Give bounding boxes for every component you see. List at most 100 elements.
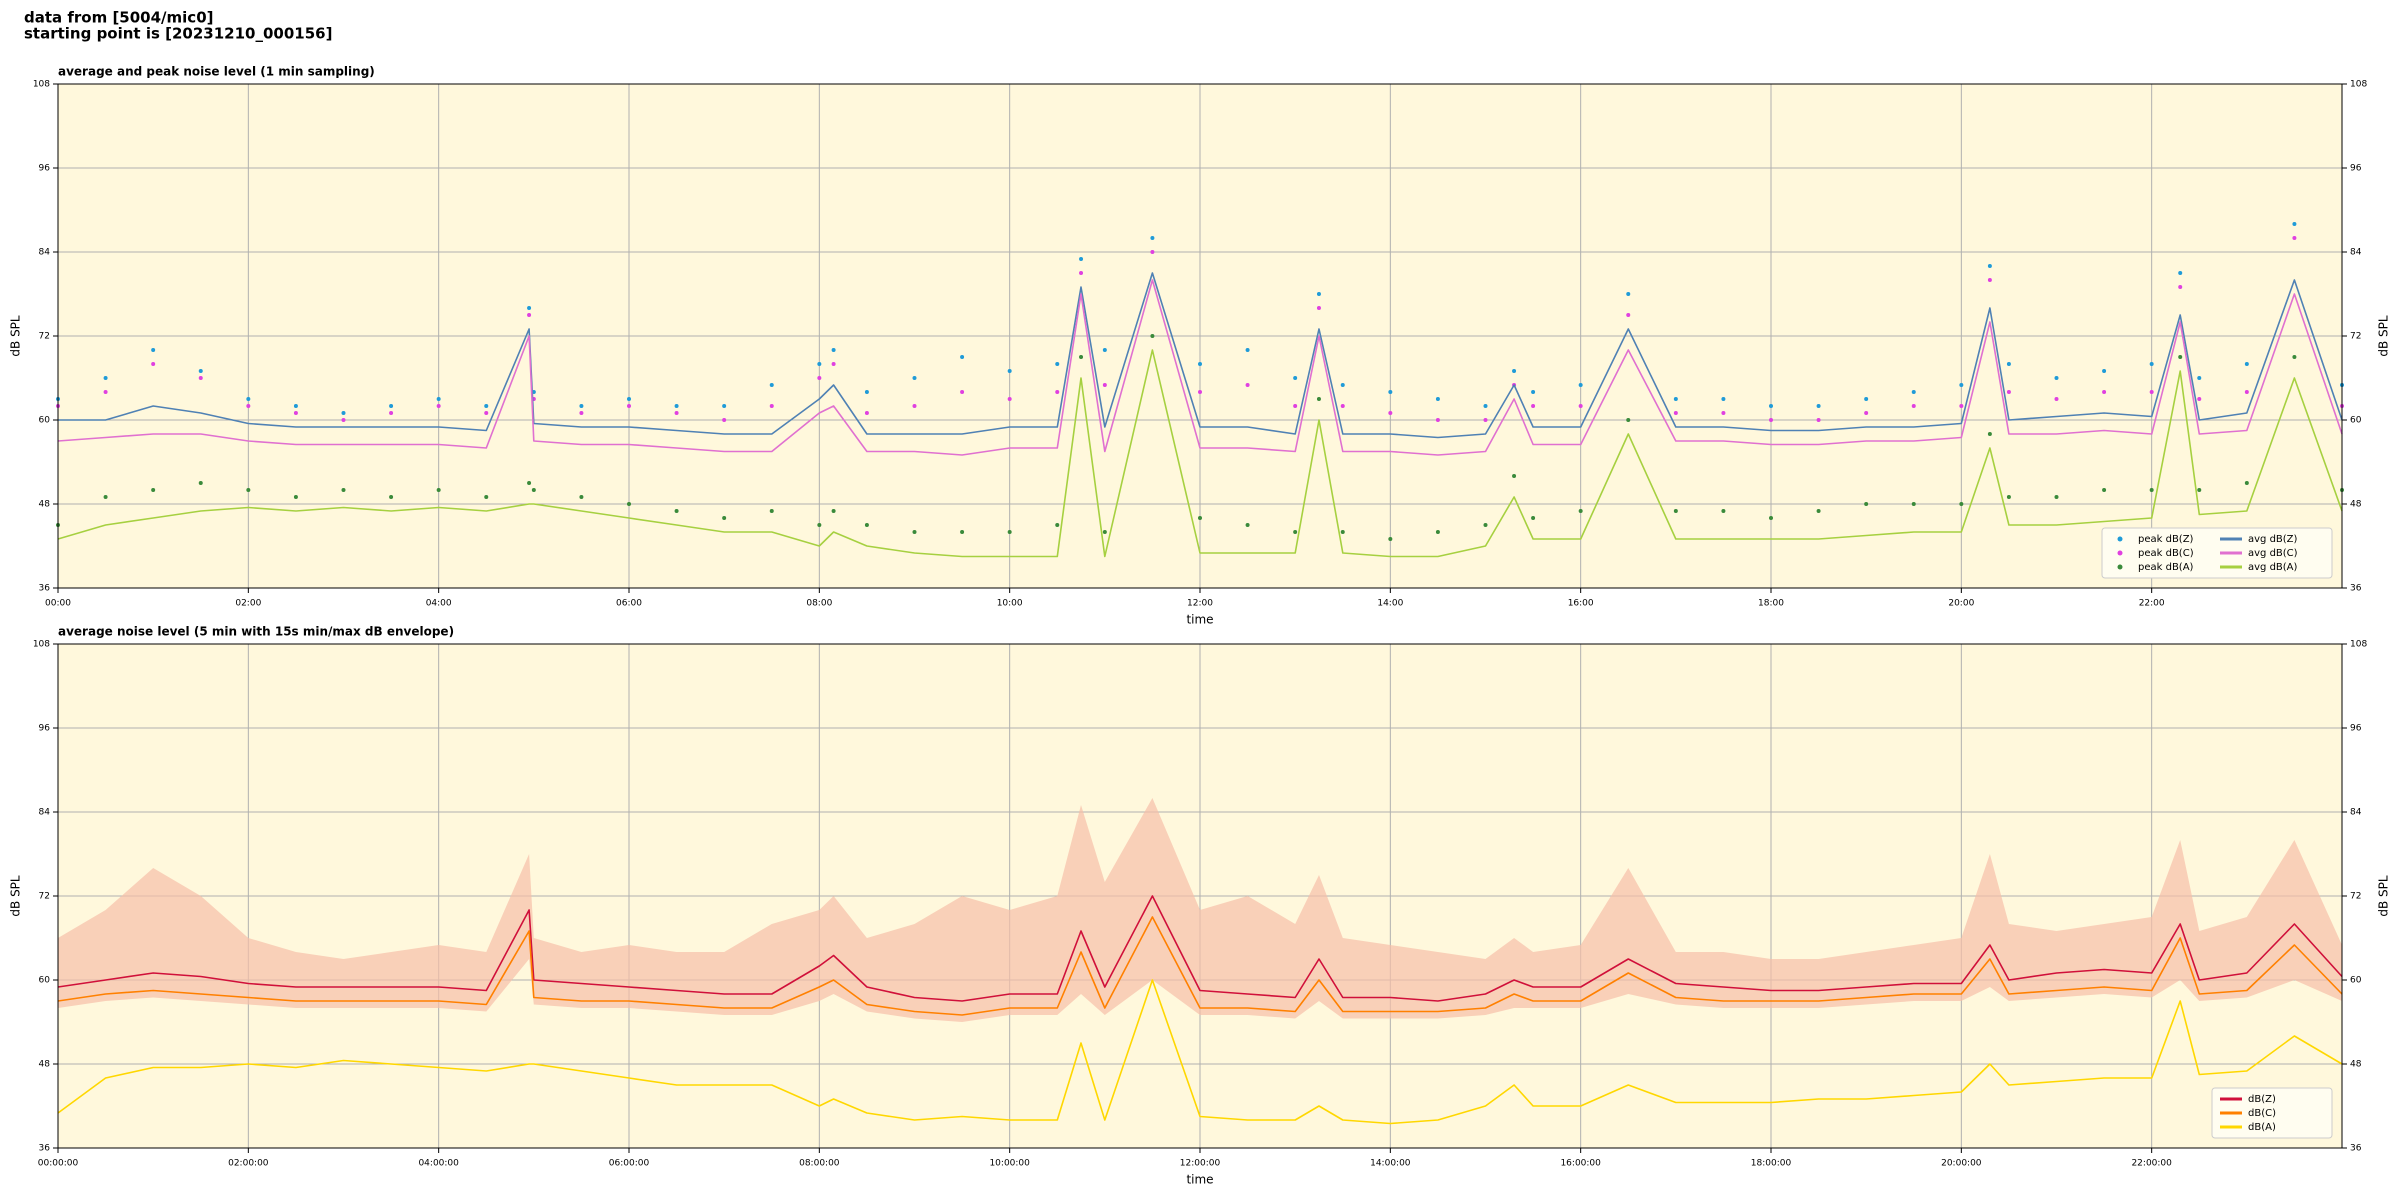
peak-point [2102,488,2107,492]
x-tick-label: 08:00:00 [799,1159,840,1169]
peak-point [1007,530,1012,534]
peak-point [817,376,822,380]
peak-point [1483,418,1488,422]
y2-tick-label: 48 [2350,1060,2362,1070]
x-tick-label: 20:00:00 [1941,1159,1982,1169]
peak-point [579,495,584,499]
peak-point [103,390,108,394]
peak-point [722,404,727,408]
x-tick-label: 00:00:00 [38,1159,79,1169]
y2-axis-label: dB SPL [2377,875,2391,917]
x-tick-label: 08:00 [806,599,832,609]
x-tick-label: 06:00:00 [609,1159,650,1169]
legend-label: peak dB(C) [2138,548,2194,559]
peak-point [527,306,532,310]
peak-point [722,418,727,422]
peak-point [831,348,836,352]
peak-point [389,411,394,415]
peak-point [1007,397,1012,401]
peak-point [1316,306,1321,310]
peak-point [2054,376,2059,380]
x-tick-label: 18:00 [1758,599,1784,609]
peak-point [817,523,822,527]
x-tick-label: 14:00 [1377,599,1403,609]
peak-point [627,397,631,401]
y-tick-label: 72 [39,892,50,902]
peak-point [674,411,679,415]
y-tick-label: 48 [39,1060,51,1070]
series-line [57,279,2343,456]
peak-point [1769,418,1773,422]
peak-point [1340,383,1345,387]
y2-tick-label: 36 [2350,1144,2362,1154]
peak-point [1673,411,1678,415]
chart-title: average and peak noise level (1 min samp… [58,65,375,79]
peak-point [1721,509,1726,513]
peak-point [527,481,532,485]
peak-point [1198,390,1202,394]
peak-point [1531,404,1536,408]
peak-point [864,523,869,527]
legend-label: peak dB(A) [2138,562,2194,573]
peak-point [912,530,917,534]
peak-point [527,313,532,317]
peak-point [1293,404,1298,408]
peak-point [1531,390,1536,394]
peak-point [341,418,346,422]
peak-point [1435,530,1440,534]
y2-tick-label: 84 [2350,248,2362,258]
peak-point [1388,411,1393,415]
peak-point [1435,397,1440,401]
peak-point [1007,369,1012,373]
peak-point [1721,411,1726,415]
peak-point [293,404,298,408]
peak-point [246,404,251,408]
y-tick-label: 72 [39,332,50,342]
peak-point [769,509,774,513]
peak-point [769,383,774,387]
peak-point [2292,355,2297,359]
y2-tick-label: 60 [2350,976,2362,986]
peak-point [151,362,156,366]
x-tick-label: 22:00 [2139,599,2165,609]
x-tick-label: 02:00:00 [228,1159,269,1169]
y2-axis-label: dB SPL [2377,315,2391,357]
peak-point [341,411,346,415]
y-tick-label: 108 [33,80,50,90]
peak-point [864,411,869,415]
y2-tick-label: 96 [2350,164,2362,174]
chart-title: average noise level (5 min with 15s min/… [58,625,454,639]
peak-point [1316,292,1321,296]
x-tick-label: 10:00:00 [989,1159,1030,1169]
y-tick-label: 60 [39,976,51,986]
peak-point [436,404,441,408]
peak-point [674,509,679,513]
y2-tick-label: 108 [2350,80,2367,90]
y-tick-label: 108 [33,640,50,650]
peak-point [2102,390,2107,394]
peak-point [2054,495,2059,499]
peak-point [2292,236,2297,240]
legend-label: avg dB(C) [2248,548,2298,559]
plot-frame [57,643,2343,1149]
peak-point [1102,383,1107,387]
peak-point [1578,383,1583,387]
peak-point [1673,509,1678,513]
y2-tick-label: 72 [2350,892,2361,902]
peak-point [2178,271,2183,275]
peak-point [1245,348,1250,352]
y2-tick-label: 84 [2350,808,2362,818]
x-tick-label: 02:00 [235,599,261,609]
peak-point [1816,404,1821,408]
peak-point [1911,404,1916,408]
x-axis-label: time [1186,1173,1213,1187]
legend-label: avg dB(Z) [2248,534,2298,545]
envelope-area [58,798,2342,1022]
peak-point [246,488,251,492]
peak-point [1245,523,1250,527]
y-tick-label: 96 [39,724,51,734]
peak-point [1055,523,1060,527]
peak-point [1864,502,1869,506]
series-line [57,979,2343,1125]
